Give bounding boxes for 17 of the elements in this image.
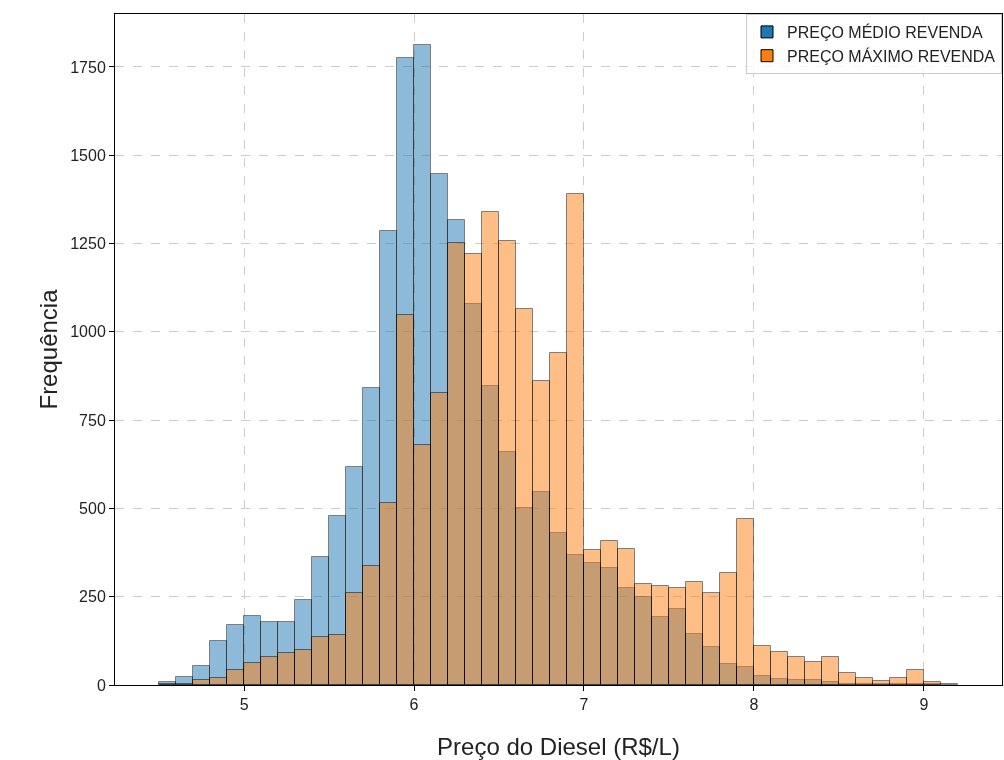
y-tick-label: 0: [96, 676, 106, 694]
y-tick-label: 1000: [70, 323, 106, 341]
y-tick-label: 500: [79, 500, 106, 518]
y-tick-label: 1750: [70, 58, 106, 76]
x-tick-label: 5: [239, 696, 249, 714]
y-tick-label: 1250: [70, 235, 106, 253]
x-tick-label: 8: [749, 696, 759, 714]
legend-label: PREÇO MÉDIO REVENDA: [787, 23, 983, 42]
x-axis-title: Preço do Diesel (R$/L): [437, 733, 680, 760]
y-tick-label: 1500: [70, 146, 106, 164]
y-tick-label: 750: [79, 411, 106, 429]
y-axis-title: Frequência: [35, 288, 62, 410]
x-tick-label: 7: [579, 696, 589, 714]
y-tick-label: 250: [79, 588, 106, 606]
x-tick-label: 9: [919, 696, 929, 714]
legend-label: PREÇO MÁXIMO REVENDA: [787, 46, 996, 65]
x-tick-label: 6: [409, 696, 419, 714]
